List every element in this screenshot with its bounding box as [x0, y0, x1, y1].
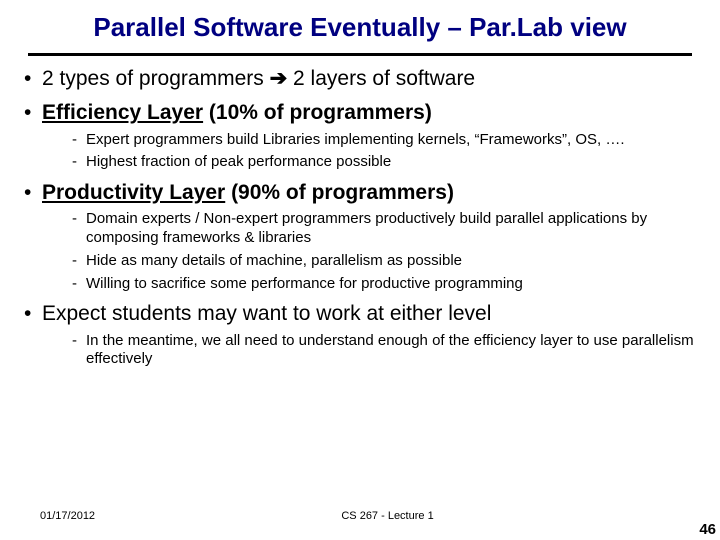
- underlined-term: Efficiency Layer: [42, 101, 203, 124]
- dash-marker: -: [72, 332, 86, 351]
- bullet-text: Willing to sacrifice some performance fo…: [86, 275, 523, 294]
- text-rest: (90% of programmers): [225, 181, 454, 204]
- bullet-l1: • 2 types of programmers ➔ 2 layers of s…: [24, 66, 696, 92]
- bullet-marker: •: [24, 100, 42, 125]
- title-rule: [28, 53, 692, 56]
- bullet-text: In the meantime, we all need to understa…: [86, 332, 696, 370]
- arrow-icon: ➔: [270, 67, 288, 90]
- underlined-term: Productivity Layer: [42, 181, 225, 204]
- bullet-l2: - Willing to sacrifice some performance …: [72, 275, 696, 294]
- bullet-text: Productivity Layer (90% of programmers): [42, 180, 454, 206]
- bullet-text: Domain experts / Non-expert programmers …: [86, 210, 696, 248]
- dash-marker: -: [72, 210, 86, 229]
- bullet-marker: •: [24, 180, 42, 205]
- dash-marker: -: [72, 153, 86, 172]
- text-rest: (10% of programmers): [203, 101, 432, 124]
- bullet-l2: - Expert programmers build Libraries imp…: [72, 131, 696, 150]
- bullet-marker: •: [24, 66, 42, 91]
- bullet-l2: - Highest fraction of peak performance p…: [72, 153, 696, 172]
- dash-marker: -: [72, 275, 86, 294]
- bullet-l2: - Hide as many details of machine, paral…: [72, 252, 696, 271]
- bullet-text: Highest fraction of peak performance pos…: [86, 153, 391, 172]
- bullet-text: 2 types of programmers ➔ 2 layers of sof…: [42, 66, 475, 92]
- bullet-text: Efficiency Layer (10% of programmers): [42, 100, 432, 126]
- footer-center: CS 267 - Lecture 1: [95, 510, 680, 522]
- bullet-l2: - Domain experts / Non-expert programmer…: [72, 210, 696, 248]
- footer-date: 01/17/2012: [40, 510, 95, 522]
- text-prefix: 2 types of programmers: [42, 67, 270, 90]
- bullet-text: Expect students may want to work at eith…: [42, 301, 491, 327]
- content-area: • 2 types of programmers ➔ 2 layers of s…: [0, 66, 720, 369]
- bullet-marker: •: [24, 301, 42, 326]
- bullet-l1: • Efficiency Layer (10% of programmers): [24, 100, 696, 126]
- page-number: 46: [699, 521, 716, 538]
- bullet-text: Expert programmers build Libraries imple…: [86, 131, 625, 150]
- dash-marker: -: [72, 252, 86, 271]
- bullet-l1: • Expect students may want to work at ei…: [24, 301, 696, 327]
- bullet-l1: • Productivity Layer (90% of programmers…: [24, 180, 696, 206]
- slide: Parallel Software Eventually – Par.Lab v…: [0, 0, 720, 540]
- footer: 01/17/2012 CS 267 - Lecture 1: [0, 510, 720, 522]
- bullet-l2: - In the meantime, we all need to unders…: [72, 332, 696, 370]
- slide-title: Parallel Software Eventually – Par.Lab v…: [0, 0, 720, 49]
- dash-marker: -: [72, 131, 86, 150]
- bullet-text: Hide as many details of machine, paralle…: [86, 252, 462, 271]
- text-suffix: 2 layers of software: [287, 67, 475, 90]
